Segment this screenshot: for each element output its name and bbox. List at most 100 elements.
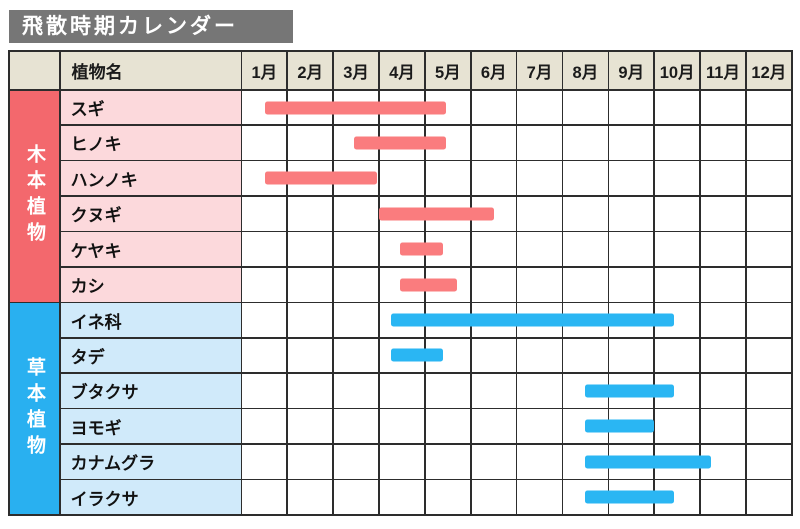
- month-grid-cell: [655, 267, 700, 302]
- month-grid-cell: [700, 90, 746, 125]
- dispersal-bar: [585, 455, 711, 469]
- calendar-row: [242, 480, 792, 514]
- month-grid-cell: [242, 126, 287, 160]
- month-grid-cell: [609, 126, 654, 160]
- dispersal-bar: [585, 384, 675, 398]
- month-grid-cell: [655, 196, 700, 231]
- pollen-calendar-table: 植物名 1月 2月 3月 4月 5月 6月 7月 8月 9月 10月 11月 12月 木本植物 スギ ヒノ…: [8, 50, 793, 516]
- plant-name-cell: ハンノキ: [60, 161, 241, 196]
- month-header-cell: 12月: [746, 52, 791, 89]
- calendar-row: [242, 232, 792, 267]
- month-grid-cell: [242, 303, 287, 337]
- month-grid-cell: [471, 232, 516, 267]
- month-grid-cell: [517, 90, 562, 125]
- month-grid-cell: [746, 196, 792, 231]
- month-grid-cell: [563, 90, 608, 125]
- month-grid-cell: [242, 267, 287, 302]
- calendar-row: [242, 161, 792, 196]
- month-grid-cell: [333, 338, 379, 373]
- month-grid-cell: [288, 409, 333, 444]
- month-grid-cell: [746, 480, 792, 514]
- month-header-cell: 2月: [288, 52, 333, 89]
- dispersal-bar: [390, 348, 444, 362]
- month-grid-cell: [700, 232, 746, 267]
- month-header-cell: 6月: [471, 52, 516, 89]
- dispersal-bar: [390, 313, 675, 327]
- month-grid-cell: [333, 232, 379, 267]
- dispersal-bar: [585, 490, 675, 504]
- month-grid-cell: [242, 480, 287, 514]
- calendar-row: [242, 267, 792, 302]
- month-grid-cell: [563, 267, 608, 302]
- month-grid-cell: [655, 338, 700, 373]
- month-grid-cell: [746, 373, 792, 408]
- month-grid-cell: [563, 338, 608, 373]
- month-grid-cell: [563, 196, 608, 231]
- month-grid-cell: [333, 373, 379, 408]
- month-grid-cell: [746, 444, 792, 479]
- plant-name-cell: イネ科: [60, 303, 241, 337]
- month-grid-cell: [517, 373, 562, 408]
- plant-name-cell: スギ: [60, 90, 241, 125]
- month-grid-cell: [471, 267, 516, 302]
- month-grid-cell: [242, 373, 287, 408]
- dispersal-bar: [354, 136, 446, 150]
- month-grid-cell: [655, 126, 700, 160]
- month-grid-cell: [746, 338, 792, 373]
- month-header-cell: 7月: [517, 52, 562, 89]
- month-grid-cell: [746, 303, 792, 337]
- dispersal-bar: [585, 419, 654, 433]
- month-grid-cell: [242, 196, 287, 231]
- month-grid-cell: [471, 444, 516, 479]
- month-grid-cell: [700, 303, 746, 337]
- month-grid-cell: [746, 267, 792, 302]
- month-grid-cell: [288, 338, 333, 373]
- month-grid-cell: [288, 444, 333, 479]
- month-grid-cell: [333, 303, 379, 337]
- page-title: 飛散時期カレンダー: [9, 10, 293, 43]
- month-grid-cell: [517, 444, 562, 479]
- month-header-cell: 9月: [609, 52, 654, 89]
- month-grid-cell: [288, 267, 333, 302]
- plant-name-cell: カシ: [60, 267, 241, 302]
- month-grid-cell: [517, 267, 562, 302]
- month-grid-cell: [746, 409, 792, 444]
- calendar-row: [242, 126, 792, 160]
- month-grid-cell: [242, 232, 287, 267]
- month-grid-cell: [471, 373, 516, 408]
- month-grid-cell: [471, 126, 516, 160]
- month-grid-cell: [288, 232, 333, 267]
- month-grid-cell: [517, 126, 562, 160]
- plant-name-cell: カナムグラ: [60, 444, 241, 479]
- month-grid-cell: [379, 373, 425, 408]
- month-grid-cell: [471, 480, 516, 514]
- month-header-cell: 8月: [563, 52, 608, 89]
- plant-name-cell: ケヤキ: [60, 232, 241, 267]
- month-grid-cell: [517, 161, 562, 196]
- month-header-cell: 11月: [700, 52, 746, 89]
- month-grid-cell: [563, 161, 608, 196]
- month-grid-cell: [517, 232, 562, 267]
- month-grid-cell: [471, 161, 516, 196]
- dispersal-bar: [265, 101, 446, 114]
- month-grid-cell: [288, 480, 333, 514]
- month-grid-cell: [655, 409, 700, 444]
- month-grid-cell: [609, 196, 654, 231]
- plant-name-cell: イラクサ: [60, 480, 241, 514]
- month-header-cell: 5月: [425, 52, 470, 89]
- month-grid-cell: [288, 196, 333, 231]
- dispersal-bar: [379, 207, 494, 221]
- month-grid-cell: [609, 232, 654, 267]
- month-grid-cell: [471, 90, 516, 125]
- month-grid-cell: [700, 338, 746, 373]
- month-grid-cell: [517, 196, 562, 231]
- dispersal-bar: [399, 242, 444, 256]
- month-grid-cell: [288, 303, 333, 337]
- calendar-row: [242, 196, 792, 231]
- month-header-cell: 3月: [333, 52, 379, 89]
- group-label-herb: 草本植物: [10, 303, 59, 514]
- month-grid-cell: [563, 126, 608, 160]
- plant-name-cell: ヨモギ: [60, 409, 241, 444]
- calendar-row: [242, 373, 792, 408]
